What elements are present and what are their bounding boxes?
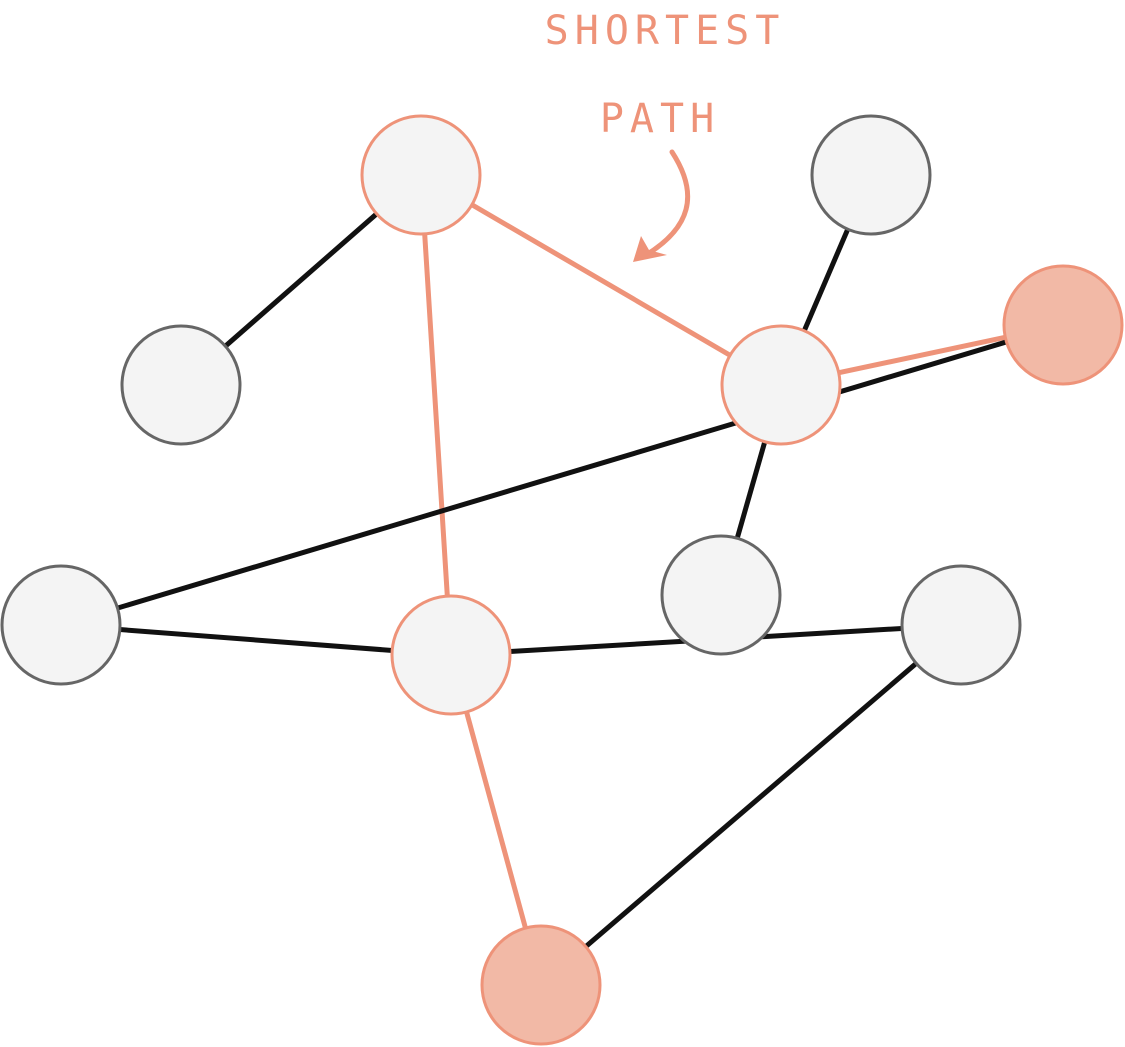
edge-n1-n7-shortest-path <box>419 172 783 388</box>
node-n2 <box>120 324 242 446</box>
edge-n3-n4 <box>60 622 452 658</box>
nodes-layer <box>0 114 1124 1046</box>
node-n7-on-path <box>720 324 842 446</box>
node-n9 <box>660 534 782 656</box>
annotation-label-path: PATH <box>599 96 721 142</box>
node-n8 <box>810 114 932 236</box>
node-n10-endpoint <box>1002 264 1124 386</box>
edges-layer <box>60 172 1064 987</box>
edge-n6-n5 <box>539 623 963 987</box>
node-n1-on-path <box>360 114 482 236</box>
edge-n4-n10 <box>60 322 1064 628</box>
annotation-arrow-head <box>633 236 667 262</box>
annotation-label-shortest: SHORTEST <box>544 8 786 54</box>
annotation-arrow-curve <box>643 149 690 258</box>
node-n5-endpoint <box>480 924 602 1046</box>
annotation-arrow <box>633 149 690 262</box>
node-n4 <box>0 564 122 686</box>
node-n3-on-path <box>390 594 512 716</box>
node-n6 <box>900 564 1022 686</box>
edge-n1-n3-shortest-path <box>418 174 454 656</box>
